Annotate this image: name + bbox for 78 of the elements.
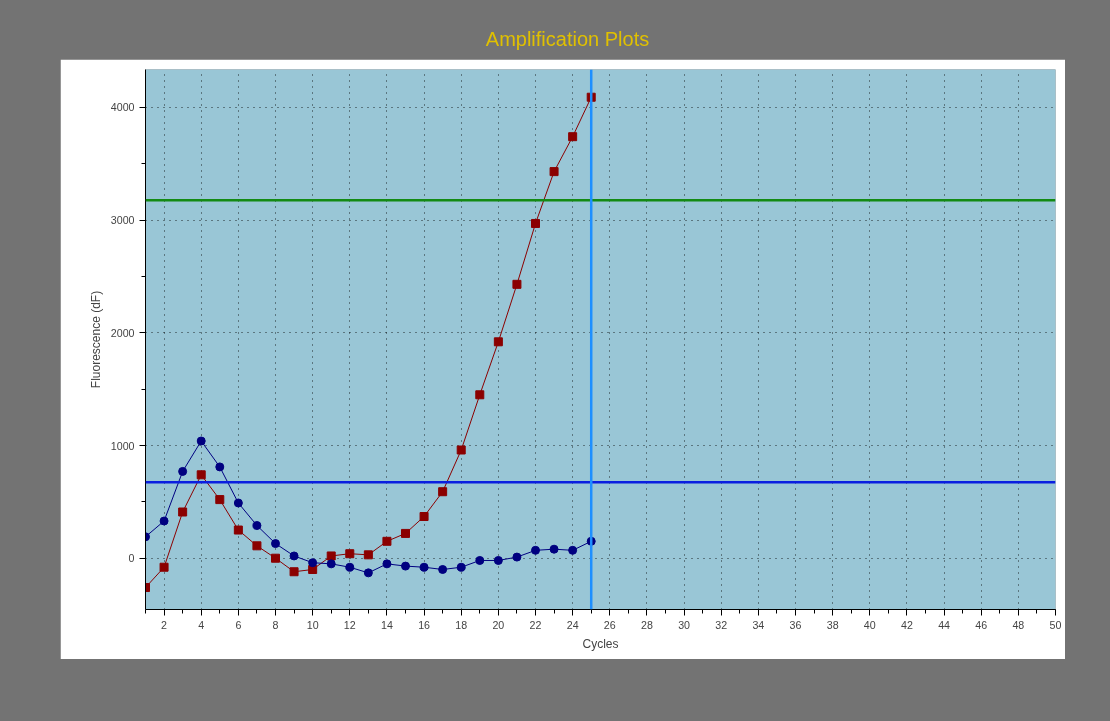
x-tick-label: 36 xyxy=(789,618,802,631)
point xyxy=(252,520,262,530)
x-tick-label: 4 xyxy=(198,618,205,631)
point xyxy=(196,436,206,446)
point xyxy=(233,498,243,508)
x-tick-label: 50 xyxy=(1049,618,1062,631)
x-tick-label: 6 xyxy=(235,618,242,631)
point xyxy=(568,545,578,555)
point xyxy=(363,549,373,559)
x-tick-label: 42 xyxy=(901,618,913,631)
y-tick-label: 4000 xyxy=(110,100,135,113)
point xyxy=(382,536,392,546)
x-tick-label: 34 xyxy=(752,618,765,631)
point xyxy=(568,131,578,141)
point xyxy=(178,507,188,517)
point xyxy=(326,558,336,568)
point xyxy=(401,561,410,571)
x-tick-label: 14 xyxy=(381,618,393,631)
point xyxy=(271,538,280,548)
point xyxy=(475,389,485,399)
x-tick-label: 2 xyxy=(161,618,168,631)
y-tick-label: 2000 xyxy=(110,326,135,339)
point xyxy=(382,558,392,568)
y-tick-label: 1000 xyxy=(110,439,135,452)
point xyxy=(345,562,355,572)
chart-title: Amplification Plots xyxy=(485,27,650,52)
point xyxy=(345,548,355,558)
y-tick-label: 0 xyxy=(128,551,135,564)
x-tick-label: 28 xyxy=(641,618,653,631)
point xyxy=(159,516,169,526)
x-tick-label: 46 xyxy=(975,618,988,631)
point xyxy=(456,562,466,572)
x-tick-label: 40 xyxy=(863,618,876,631)
point xyxy=(252,540,262,550)
point xyxy=(289,566,299,576)
y-axis-title: Fluorescence (dF) xyxy=(88,290,103,388)
x-axis-title: Cycles xyxy=(582,636,619,651)
point xyxy=(438,486,448,496)
x-tick-label: 16 xyxy=(418,618,431,631)
point xyxy=(549,544,559,554)
x-tick-label: 20 xyxy=(492,618,505,631)
point xyxy=(512,552,522,562)
x-tick-label: 48 xyxy=(1012,618,1025,631)
point xyxy=(178,466,188,476)
point xyxy=(401,528,410,538)
point xyxy=(438,564,448,574)
x-tick-label: 38 xyxy=(826,618,839,631)
point xyxy=(493,336,503,346)
point xyxy=(549,166,559,176)
x-tick-label: 12 xyxy=(343,618,356,631)
point xyxy=(419,511,429,521)
x-tick-label: 10 xyxy=(306,618,319,631)
point xyxy=(289,551,299,561)
point xyxy=(326,551,336,561)
point xyxy=(196,469,206,479)
point xyxy=(493,555,503,565)
point xyxy=(531,218,540,228)
point xyxy=(363,567,373,577)
point xyxy=(308,557,318,567)
x-tick-label: 30 xyxy=(678,618,691,631)
x-tick-label: 32 xyxy=(715,618,728,631)
point xyxy=(215,494,225,504)
x-tick-label: 8 xyxy=(272,618,279,631)
point xyxy=(475,555,485,565)
x-tick-label: 24 xyxy=(566,618,579,631)
x-tick-label: 22 xyxy=(529,618,542,631)
point xyxy=(159,562,169,572)
x-tick-label: 44 xyxy=(938,618,951,631)
x-tick-label: 18 xyxy=(455,618,468,631)
point xyxy=(456,445,466,455)
point xyxy=(233,525,243,535)
x-tick-label: 26 xyxy=(603,618,616,631)
point xyxy=(419,562,429,572)
point xyxy=(531,545,540,555)
point xyxy=(271,553,280,563)
y-tick-label: 3000 xyxy=(110,213,135,226)
point xyxy=(215,461,225,471)
point xyxy=(512,279,522,289)
